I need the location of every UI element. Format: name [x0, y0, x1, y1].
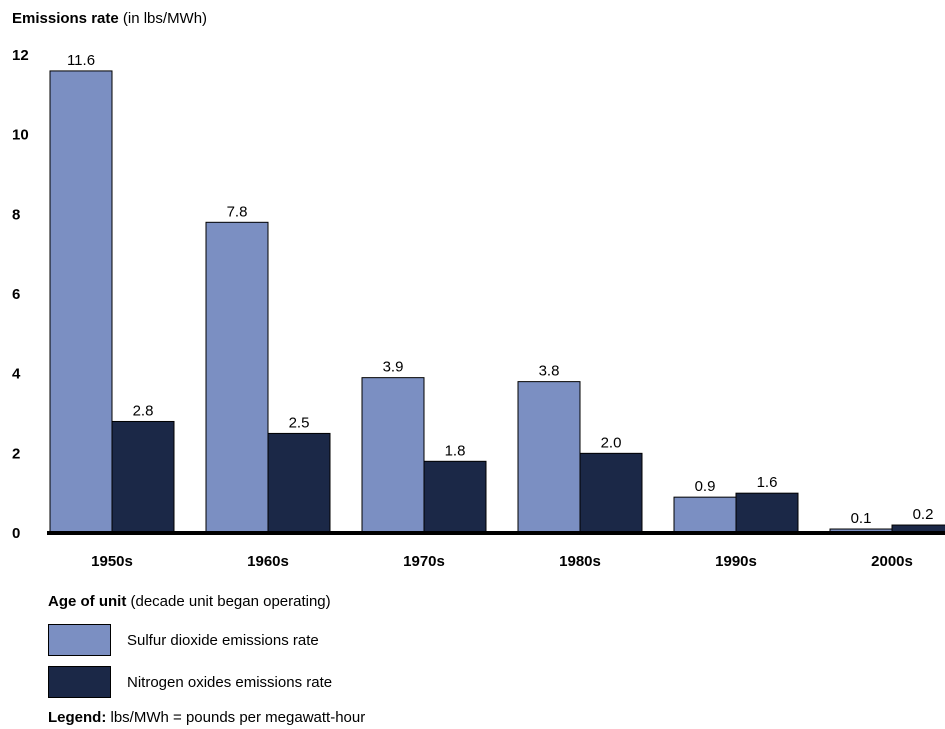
- y-tick-label: 2: [12, 445, 20, 462]
- y-tick-label: 10: [12, 127, 29, 144]
- legend-swatch-so2: [48, 624, 111, 656]
- bar-nox-1980s: [579, 452, 643, 534]
- value-label-nox-1950s: 2.8: [133, 402, 154, 419]
- x-tick-label-1960s: 1960s: [247, 553, 289, 570]
- value-label-so2-1970s: 3.9: [383, 359, 404, 376]
- bar-so2-1960s: [205, 221, 269, 534]
- y-axis-title-bold: Emissions rate: [12, 10, 119, 27]
- y-tick-label: 12: [12, 47, 29, 64]
- bar-nox-1950s: [111, 420, 175, 534]
- value-label-nox-1960s: 2.5: [289, 414, 310, 431]
- y-tick-label: 6: [12, 286, 20, 303]
- value-label-so2-1950s: 11.6: [67, 52, 95, 69]
- value-label-nox-1970s: 1.8: [445, 442, 466, 459]
- legend-item-so2: Sulfur dioxide emissions rate: [48, 624, 319, 656]
- x-tick-label-1980s: 1980s: [559, 553, 601, 570]
- legend-note-rest: lbs/MWh = pounds per megawatt-hour: [106, 709, 366, 726]
- x-tick-label-2000s: 2000s: [871, 553, 913, 570]
- y-tick-label: 0: [12, 525, 20, 542]
- legend-label-so2: Sulfur dioxide emissions rate: [127, 631, 319, 649]
- bar-so2-1970s: [361, 377, 425, 534]
- legend-note: Legend: lbs/MWh = pounds per megawatt-ho…: [48, 709, 365, 726]
- x-tick-label-1950s: 1950s: [91, 553, 133, 570]
- bar-so2-1950s: [49, 70, 113, 534]
- legend-item-nox: Nitrogen oxides emissions rate: [48, 666, 332, 698]
- bar-so2-1990s: [673, 496, 737, 534]
- bar-nox-1970s: [423, 460, 487, 534]
- legend-swatch-nox: [48, 666, 111, 698]
- y-axis-title: Emissions rate (in lbs/MWh): [12, 10, 207, 27]
- bar-so2-1980s: [517, 381, 581, 534]
- y-tick-label: 4: [12, 366, 21, 383]
- x-tick-label-1970s: 1970s: [403, 553, 445, 570]
- bars: [49, 70, 945, 534]
- x-axis-title-rest: (decade unit began operating): [126, 593, 331, 610]
- x-tick-labels: 1950s 1960s 1970s 1980s 1990s 2000s: [91, 553, 913, 570]
- x-tick-label-1990s: 1990s: [715, 553, 757, 570]
- value-label-nox-2000s: 0.2: [913, 506, 934, 523]
- x-axis-title: Age of unit (decade unit began operating…: [48, 593, 331, 610]
- y-tick-label: 8: [12, 206, 20, 223]
- x-axis-title-bold: Age of unit: [48, 593, 127, 610]
- bar-nox-1990s: [735, 492, 799, 534]
- legend-note-bold: Legend:: [48, 709, 107, 726]
- y-tick-labels: 0 2 4 6 8 10 12: [12, 47, 29, 542]
- value-label-so2-1980s: 3.8: [539, 363, 560, 380]
- value-labels: 11.6 2.8 7.8 2.5 3.9 1.8 3.8 2.0 0.9 1.6 0.1 0.2: [67, 52, 933, 527]
- value-label-so2-1990s: 0.9: [695, 478, 716, 495]
- value-label-nox-1990s: 1.6: [757, 474, 778, 491]
- legend-label-nox: Nitrogen oxides emissions rate: [127, 673, 333, 691]
- bar-nox-1960s: [267, 432, 331, 534]
- value-label-nox-1980s: 2.0: [601, 434, 622, 451]
- value-label-so2-1960s: 7.8: [227, 203, 248, 220]
- value-label-so2-2000s: 0.1: [851, 510, 872, 527]
- y-axis-title-rest: (in lbs/MWh): [118, 10, 208, 27]
